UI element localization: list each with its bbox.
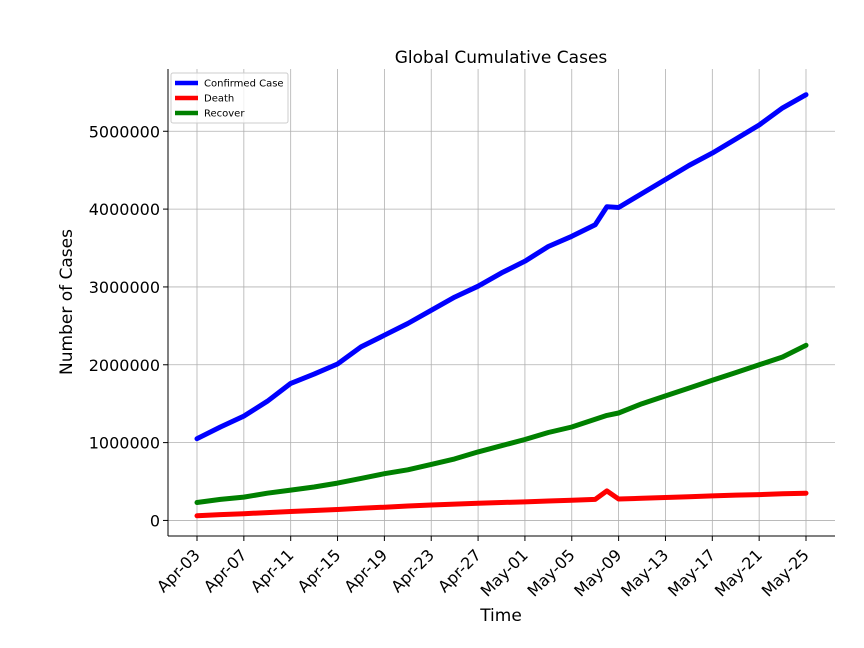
x-tick-label: Apr-19	[340, 545, 391, 596]
x-tick-label: Apr-15	[294, 545, 345, 596]
y-tick-label: 0	[150, 511, 160, 530]
y-tick-label: 2000000	[89, 356, 160, 375]
series-line-confirmed-case	[194, 92, 809, 442]
x-tick-label: May-25	[758, 545, 813, 600]
y-tick-label: 1000000	[89, 434, 160, 453]
series-line-recover	[194, 342, 809, 505]
y-tick-label: 5000000	[89, 122, 160, 141]
x-tick-label: May-05	[523, 545, 578, 600]
x-tick-label: Apr-11	[247, 545, 298, 596]
grid-lines	[168, 69, 835, 536]
chart-title: Global Cumulative Cases	[395, 48, 608, 68]
x-tick-label: Apr-03	[153, 545, 204, 596]
x-ticks: Apr-03Apr-07Apr-11Apr-15Apr-19Apr-23Apr-…	[153, 536, 813, 601]
x-tick-label: May-17	[664, 545, 719, 600]
legend: Confirmed Case Death Recover	[170, 72, 289, 124]
y-tick-label: 3000000	[89, 278, 160, 297]
legend-label-death: Death	[204, 94, 234, 105]
x-tick-label: May-01	[477, 545, 532, 600]
x-tick-label: May-13	[617, 545, 672, 600]
x-tick-label: May-09	[570, 545, 625, 600]
legend-box	[170, 72, 289, 124]
x-tick-label: Apr-23	[387, 545, 438, 596]
x-tick-label: May-21	[711, 545, 766, 600]
x-tick-label: Apr-07	[200, 545, 251, 596]
series-lines	[194, 92, 809, 519]
y-axis-label: Number of Cases	[57, 229, 77, 375]
x-axis-label: Time	[479, 606, 522, 626]
legend-label-recover: Recover	[204, 109, 245, 120]
axes	[167, 69, 835, 537]
series-line-death	[194, 488, 809, 519]
y-tick-label: 4000000	[89, 200, 160, 219]
legend-label-confirmed: Confirmed Case	[204, 79, 284, 90]
y-ticks: 0 1000000 2000000 3000000 4000000 5000000	[89, 122, 168, 530]
